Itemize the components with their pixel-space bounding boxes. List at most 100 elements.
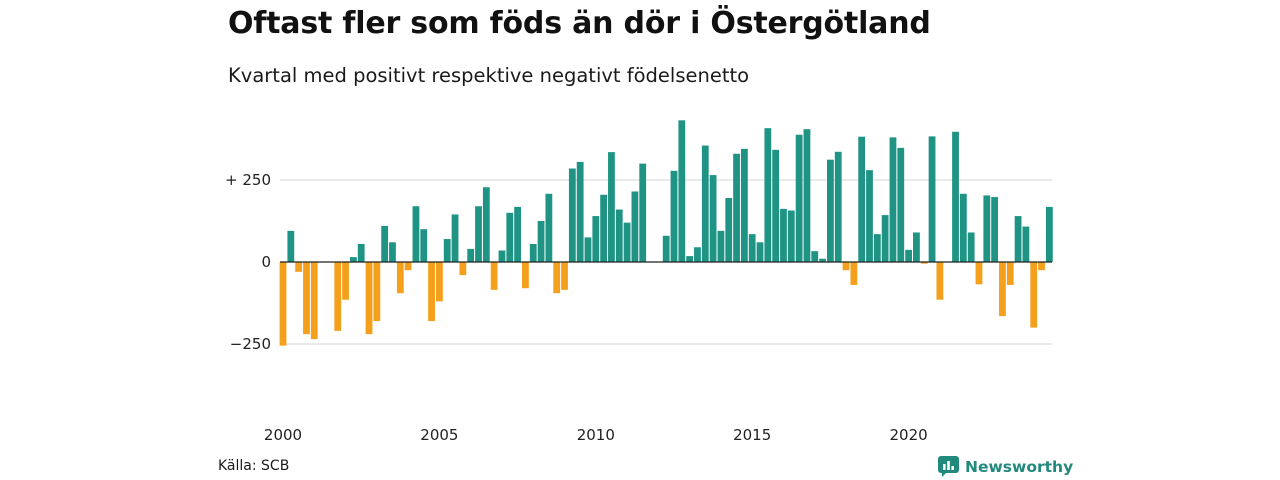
- bar-positive: [600, 194, 608, 262]
- bar-positive: [584, 237, 592, 262]
- brand-name: Newsworthy: [965, 457, 1074, 476]
- y-tick-label: −250: [230, 335, 271, 353]
- bar-positive: [467, 248, 475, 262]
- bar-positive: [834, 151, 842, 262]
- bar-negative: [842, 262, 850, 271]
- bar-negative: [490, 262, 498, 290]
- bar-positive: [631, 191, 639, 262]
- bar-negative: [561, 262, 568, 290]
- bar-positive: [381, 225, 389, 262]
- bar-positive: [897, 147, 905, 262]
- bar-positive: [608, 152, 615, 262]
- bar-positive: [670, 170, 678, 262]
- bar-positive: [537, 221, 545, 262]
- bar-positive: [1022, 226, 1030, 262]
- bar-positive: [889, 137, 897, 262]
- bar-positive: [873, 234, 881, 262]
- bar-positive: [717, 230, 725, 262]
- x-tick-label: 2005: [420, 426, 458, 444]
- newsworthy-logo-icon: [938, 456, 959, 477]
- bar-positive: [764, 128, 772, 262]
- bar-positive: [748, 234, 756, 262]
- y-tick-label: 0: [261, 253, 271, 271]
- bar-positive: [881, 215, 889, 262]
- bar-positive: [866, 170, 873, 262]
- bar-positive: [287, 230, 295, 262]
- bar-positive: [443, 239, 451, 262]
- bar-negative: [303, 262, 310, 335]
- bar-positive: [662, 235, 670, 262]
- bar-negative: [342, 262, 349, 300]
- bar-positive: [787, 210, 795, 262]
- x-tick-label: 2010: [577, 426, 615, 444]
- bar-positive: [514, 206, 521, 262]
- x-tick-label: 2000: [264, 426, 302, 444]
- bar-positive: [905, 249, 912, 262]
- bar-negative: [334, 262, 342, 331]
- bar-positive: [412, 206, 420, 262]
- bar-positive: [498, 250, 506, 262]
- x-axis-ticks: 2000 2005 2010 2015 2020: [264, 426, 928, 444]
- x-tick-label: 2015: [733, 426, 771, 444]
- bar-negative: [920, 262, 928, 264]
- bar-positive: [1045, 206, 1053, 262]
- bar-negative: [310, 262, 318, 340]
- bar-negative: [1030, 262, 1038, 328]
- bar-positive: [639, 163, 647, 262]
- bars: [279, 120, 1053, 346]
- bar-positive: [349, 257, 357, 262]
- bar-positive: [952, 131, 959, 262]
- bar-positive: [740, 148, 748, 262]
- bar-positive: [827, 159, 834, 262]
- bar-negative: [404, 262, 412, 271]
- bar-positive: [475, 206, 482, 262]
- bar-negative: [1006, 262, 1014, 285]
- bar-positive: [1014, 216, 1022, 262]
- bar-negative: [365, 262, 373, 335]
- gridlines: [280, 179, 1052, 345]
- bar-positive: [482, 187, 490, 262]
- bar-negative: [436, 262, 443, 302]
- bar-negative: [396, 262, 404, 294]
- bar-positive: [389, 242, 396, 262]
- bar-negative: [522, 262, 529, 289]
- bar-positive: [803, 129, 811, 262]
- y-tick-label: + 250: [225, 171, 271, 189]
- bar-negative: [373, 262, 381, 322]
- bar-positive: [615, 209, 623, 262]
- bar-negative: [936, 262, 944, 300]
- bar-positive: [928, 136, 936, 262]
- bar-negative: [279, 262, 287, 346]
- bar-positive: [451, 214, 459, 262]
- bar-positive: [819, 258, 826, 262]
- bar-negative: [850, 262, 858, 285]
- source-note: Källa: SCB: [218, 458, 290, 474]
- bar-positive: [686, 256, 694, 262]
- bar-positive: [967, 232, 975, 262]
- bar-positive: [694, 247, 701, 262]
- bar-positive: [983, 195, 991, 262]
- bar-positive: [733, 153, 740, 262]
- bar-positive: [756, 242, 764, 262]
- bar-positive: [913, 232, 920, 262]
- brand-logo: Newsworthy: [938, 456, 1073, 477]
- bar-positive: [529, 243, 537, 262]
- y-axis-ticks: + 250 0 −250: [225, 171, 271, 353]
- chart-title: Oftast fler som föds än dör i Östergötla…: [228, 6, 931, 41]
- bar-positive: [725, 198, 733, 262]
- bar-positive: [623, 222, 631, 262]
- bar-positive: [576, 161, 584, 262]
- bar-negative: [975, 262, 983, 285]
- chart-subtitle: Kvartal med positivt respektive negativt…: [228, 64, 750, 87]
- bar-positive: [959, 193, 967, 262]
- bar-positive: [420, 229, 428, 262]
- x-tick-label: 2020: [890, 426, 928, 444]
- bar-positive: [545, 193, 553, 262]
- bar-positive: [568, 168, 576, 262]
- bar-negative: [295, 262, 303, 272]
- bar-negative: [428, 262, 435, 322]
- bar-negative: [459, 262, 467, 276]
- bar-positive: [701, 145, 709, 262]
- bar-positive: [678, 120, 686, 262]
